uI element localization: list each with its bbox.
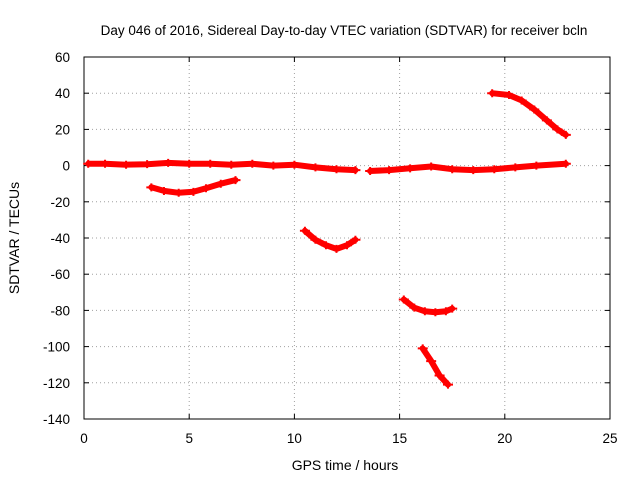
y-tick-label: -80: [50, 303, 70, 318]
data-point: [398, 295, 409, 304]
data-point: [215, 179, 226, 188]
x-tick-label: 15: [392, 431, 407, 446]
data-point: [83, 159, 94, 168]
data-point: [331, 165, 342, 174]
data-point: [342, 241, 352, 250]
data-point: [442, 380, 453, 389]
chart-title: Day 046 of 2016, Sidereal Day-to-day VTE…: [101, 23, 588, 38]
y-tick-label: -120: [43, 376, 70, 391]
data-point: [350, 166, 361, 175]
data-point: [541, 116, 552, 125]
x-tick-label: 20: [497, 431, 512, 446]
data-point: [268, 161, 279, 170]
data-point: [146, 183, 157, 192]
data-point: [468, 166, 479, 175]
data-point: [188, 187, 199, 196]
x-tick-label: 10: [287, 431, 302, 446]
data-point: [529, 105, 540, 114]
x-tick-label: 5: [185, 431, 193, 446]
x-tick-label: 0: [80, 431, 88, 446]
data-point: [430, 308, 441, 317]
y-tick-label: -20: [50, 195, 70, 210]
data-point: [417, 344, 428, 353]
data-point: [560, 159, 571, 168]
data-point: [531, 161, 542, 170]
data-point: [247, 159, 258, 168]
y-tick-label: -40: [50, 231, 70, 246]
data-point: [426, 162, 437, 171]
y-tick-label: 20: [55, 122, 70, 137]
plot-frame: [83, 56, 611, 420]
data-point: [226, 160, 237, 169]
data-track-2: [367, 160, 569, 174]
data-point: [173, 188, 184, 197]
data-point: [560, 130, 571, 139]
y-tick-label: -100: [43, 340, 70, 355]
y-axis-label: SDTVAR / TECUs: [6, 182, 22, 294]
data-point: [489, 165, 500, 174]
y-tick-label: 0: [62, 159, 70, 174]
data-point: [230, 176, 241, 185]
data-point: [205, 159, 216, 168]
data-point: [504, 91, 515, 100]
data-point: [201, 184, 212, 193]
data-point: [384, 166, 395, 175]
data-point: [350, 235, 361, 244]
data-point: [184, 159, 195, 168]
data-point: [310, 163, 321, 172]
data-point: [289, 160, 300, 169]
data-point: [426, 357, 437, 366]
data-point: [320, 241, 331, 250]
x-axis-label: GPS time / hours: [292, 457, 399, 473]
y-tick-label: -140: [43, 412, 70, 427]
data-point: [299, 226, 310, 235]
data-point: [516, 96, 527, 105]
data-point: [440, 307, 451, 316]
data-point: [447, 165, 458, 174]
data-point: [405, 164, 416, 173]
data-point: [487, 89, 498, 98]
data-track-6: [419, 345, 451, 388]
y-tick-label: 60: [55, 50, 70, 65]
data-point: [142, 160, 153, 169]
data-point: [310, 235, 321, 244]
data-point: [158, 186, 169, 195]
data-point: [100, 159, 111, 168]
y-tick-label: 40: [55, 86, 70, 101]
data-point: [419, 307, 430, 316]
data-point: [331, 244, 342, 253]
data-point: [552, 125, 563, 134]
data-point: [365, 167, 376, 176]
y-tick-label: -60: [50, 267, 70, 282]
data-point: [121, 160, 132, 169]
data-point: [434, 371, 445, 380]
data-point: [409, 303, 420, 312]
data-point: [163, 158, 174, 167]
data-point: [510, 163, 521, 172]
x-tick-label: 25: [602, 431, 617, 446]
data-point: [447, 304, 458, 313]
